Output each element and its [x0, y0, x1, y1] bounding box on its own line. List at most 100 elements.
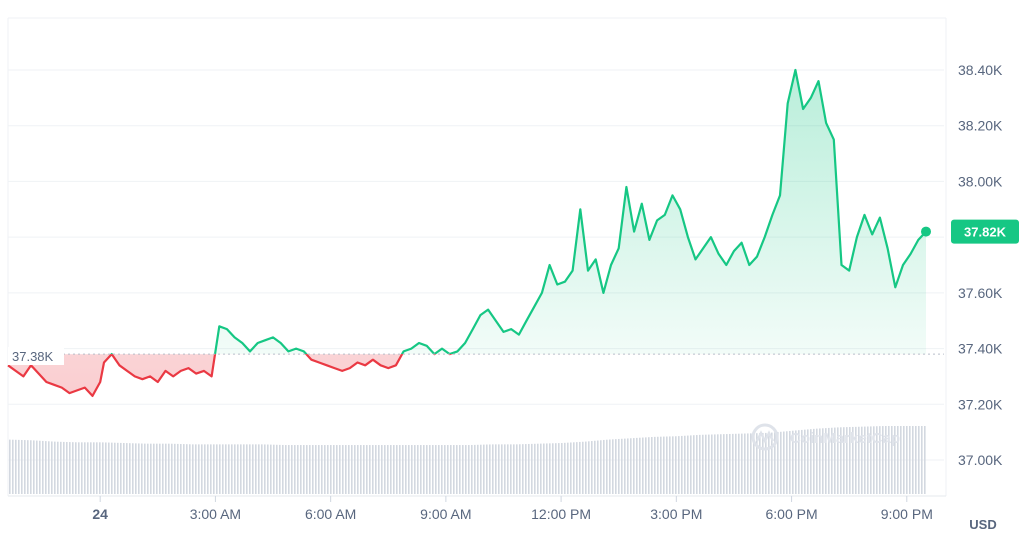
- volume-bar: [615, 439, 617, 494]
- volume-bar: [354, 445, 356, 494]
- volume-bar: [237, 444, 239, 494]
- watermark-text: CoinMarketCap: [790, 430, 900, 447]
- volume-bar: [423, 445, 425, 494]
- y-tick-label: 37.00K: [958, 452, 1003, 468]
- price-line-up: [110, 68, 927, 355]
- volume-bar: [483, 444, 485, 494]
- current-price-label: 37.82K: [964, 225, 1007, 240]
- volume-bar: [231, 444, 233, 494]
- volume-bar: [600, 440, 602, 494]
- volume-bar: [120, 442, 122, 494]
- volume-bar: [567, 442, 569, 494]
- volume-bar: [402, 445, 404, 494]
- volume-bar: [579, 441, 581, 494]
- volume-bar: [555, 443, 557, 494]
- volume-bar: [264, 444, 266, 494]
- volume-bar: [234, 444, 236, 494]
- volume-bar: [642, 437, 644, 494]
- volume-bar: [192, 444, 194, 494]
- volume-bar: [261, 444, 263, 494]
- volume-bar: [858, 426, 860, 494]
- volume-bar: [144, 443, 146, 494]
- volume-bar: [33, 440, 35, 494]
- volume-bar: [486, 444, 488, 494]
- volume-bar: [321, 445, 323, 494]
- volume-bar: [828, 427, 830, 494]
- volume-bar: [48, 441, 50, 494]
- volume-bar: [135, 443, 137, 494]
- volume-bar: [660, 436, 662, 494]
- x-axis: 24 3:00 AM 6:00 AM 9:00 AM 12:00 PM 3:00 PM 6:…: [92, 496, 933, 522]
- volume-bar: [36, 440, 38, 494]
- volume-bar: [672, 436, 674, 494]
- volume-bar: [336, 445, 338, 494]
- volume-bar: [270, 444, 272, 494]
- volume-bar: [879, 426, 881, 494]
- volume-bar: [63, 441, 65, 494]
- volume-bar: [339, 445, 341, 494]
- volume-bar: [702, 434, 704, 494]
- volume-bar: [399, 445, 401, 494]
- volume-bar: [900, 426, 902, 494]
- volume-bar: [597, 440, 599, 494]
- volume-bar: [735, 433, 737, 494]
- volume-bar: [372, 445, 374, 494]
- volume-bar: [870, 426, 872, 494]
- volume-bar: [186, 444, 188, 494]
- volume-bar: [708, 434, 710, 494]
- y-tick-label: 38.20K: [958, 118, 1003, 134]
- volume-bar: [414, 445, 416, 494]
- volume-bar: [447, 445, 449, 494]
- volume-bar: [99, 442, 101, 494]
- volume-bar: [831, 427, 833, 494]
- volume-bar: [165, 443, 167, 494]
- volume-bar: [156, 443, 158, 494]
- x-tick-label: 6:00 PM: [765, 506, 817, 522]
- volume-bar: [201, 444, 203, 494]
- volume-bar: [840, 427, 842, 494]
- volume-bar: [279, 444, 281, 494]
- volume-bar: [918, 426, 920, 494]
- volume-bar: [882, 426, 884, 494]
- volume-bar: [609, 439, 611, 494]
- x-tick-label: 3:00 AM: [190, 506, 241, 522]
- volume-bar: [306, 445, 308, 494]
- volume-bar: [621, 438, 623, 494]
- y-tick-label: 37.60K: [958, 285, 1003, 301]
- volume-bar: [75, 442, 77, 494]
- volume-bar: [876, 426, 878, 494]
- volume-bar: [465, 445, 467, 494]
- volume-bar: [78, 442, 80, 494]
- volume-bar: [183, 444, 185, 494]
- volume-bar: [675, 436, 677, 494]
- volume-bar: [522, 444, 524, 494]
- volume-bar: [906, 426, 908, 494]
- volume-bar: [771, 432, 773, 494]
- volume-bar: [450, 445, 452, 494]
- volume-bar: [426, 445, 428, 494]
- volume-bar: [750, 433, 752, 494]
- volume-bar: [627, 438, 629, 494]
- volume-bar: [285, 445, 287, 494]
- volume-bar: [105, 442, 107, 494]
- volume-bar: [852, 426, 854, 494]
- volume-bar: [843, 427, 845, 494]
- volume-bar: [471, 444, 473, 494]
- volume-bar: [885, 426, 887, 494]
- volume-bar: [585, 441, 587, 494]
- volume-bar: [174, 443, 176, 494]
- volume-bar: [816, 428, 818, 494]
- volume-bar: [42, 440, 44, 494]
- volume-bar: [429, 445, 431, 494]
- watermark: CoinMarketCap: [751, 423, 900, 451]
- volume-bar: [15, 439, 17, 494]
- volume-bar: [381, 445, 383, 494]
- volume-bar: [804, 429, 806, 494]
- volume-bar: [51, 441, 53, 494]
- volume-bar: [444, 445, 446, 494]
- volume-bar: [543, 443, 545, 494]
- volume-bar: [504, 444, 506, 494]
- volume-bar: [756, 433, 758, 494]
- volume-bar: [573, 442, 575, 494]
- volume-bar: [207, 444, 209, 494]
